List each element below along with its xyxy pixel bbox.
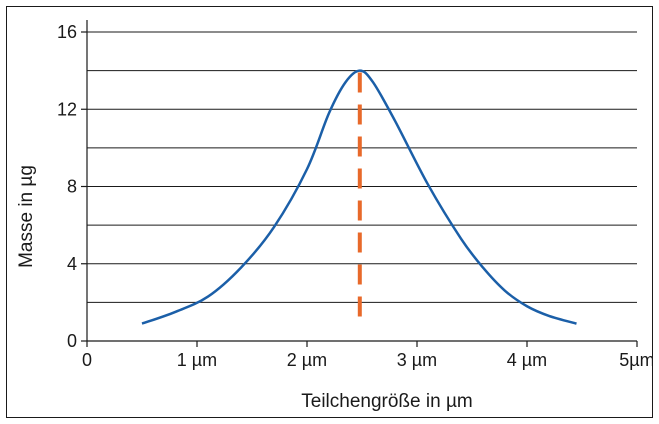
y-tick-label: 0: [67, 331, 77, 351]
x-axis-ticks: 0 1 µm 2 µm 3 µm 4 µm 5µm: [82, 341, 655, 370]
x-tick-label: 0: [82, 350, 92, 370]
chart-frame: 0 4 8 12 16 0 1 µm 2 µm 3 µm 4 µm 5µm Teilchengrö…: [6, 6, 655, 418]
x-tick-label: 4 µm: [507, 350, 547, 370]
y-tick-label: 12: [57, 99, 77, 119]
chart: 0 4 8 12 16 0 1 µm 2 µm 3 µm 4 µm 5µm Teilchengrö…: [16, 20, 655, 412]
y-tick-label: 8: [67, 177, 77, 197]
mass-distribution-curve: [141, 69, 577, 325]
x-tick-label: 1 µm: [177, 350, 217, 370]
y-axis-ticks: 0 4 8 12 16: [57, 22, 87, 351]
grid-lines: [87, 31, 637, 303]
x-axis-label: Teilchengröße in µm: [301, 391, 472, 412]
y-axis-label: Masse in µg: [16, 165, 37, 268]
y-tick-label: 16: [57, 22, 77, 42]
x-tick-label: 5µm: [619, 350, 652, 370]
x-tick-label: 3 µm: [397, 350, 437, 370]
y-tick-label: 4: [67, 254, 77, 274]
x-tick-label: 2 µm: [287, 350, 327, 370]
